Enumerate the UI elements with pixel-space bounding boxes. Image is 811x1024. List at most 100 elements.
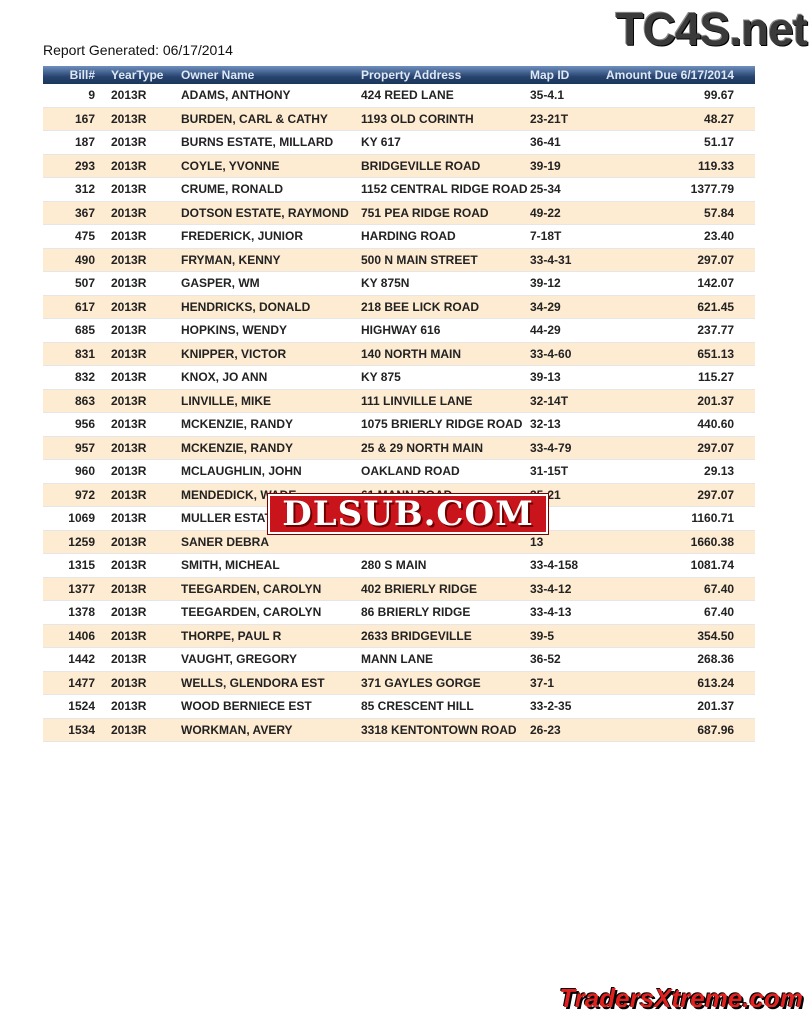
- bill-number-cell: 1378: [43, 600, 111, 625]
- spacer-cell: [734, 107, 755, 131]
- map-id-cell: 33-4-31: [530, 248, 606, 272]
- spacer-cell: [734, 506, 755, 531]
- bill-number-cell: 367: [43, 201, 111, 225]
- spacer-cell: [734, 389, 755, 413]
- map-id-cell: 33-4-13: [530, 600, 606, 625]
- amount-due-cell: 621.45: [606, 295, 735, 319]
- bill-number-cell: 1259: [43, 530, 111, 554]
- map-id-cell: 33-4-60: [530, 342, 606, 366]
- table-row: 956 2013R MCKENZIE, RANDY 1075 BRIERLY RIDG…: [43, 412, 755, 437]
- map-id-cell: 39-13: [530, 365, 606, 390]
- owner-name-cell: WOOD BERNIECE EST: [181, 694, 361, 719]
- table-row: 367 2013R DOTSON ESTATE, RAYMOND 751 PEA RI…: [43, 201, 755, 225]
- spacer-cell: [734, 694, 755, 719]
- property-address-cell: 1193 OLD CORINTH: [361, 107, 530, 131]
- year-type-cell: 2013R: [111, 248, 181, 272]
- amount-due-cell: 201.37: [606, 694, 735, 719]
- spacer-cell: [734, 130, 755, 155]
- owner-name-cell: FRYMAN, KENNY: [181, 248, 361, 272]
- property-address-cell: HIGHWAY 616: [361, 318, 530, 343]
- tradersxtreme-watermark: TradersXtreme.com: [559, 983, 803, 1013]
- map-id-cell: 39-19: [530, 154, 606, 178]
- spacer-cell: [734, 671, 755, 695]
- year-type-cell: 2013R: [111, 694, 181, 719]
- map-id-cell: 44-29: [530, 318, 606, 343]
- column-header-spacer: [734, 66, 755, 84]
- spacer-cell: [734, 436, 755, 460]
- map-id-cell: 33-4-158: [530, 553, 606, 578]
- spacer-cell: [734, 248, 755, 272]
- year-type-cell: 2013R: [111, 295, 181, 319]
- column-header-property-address: Property Address: [361, 66, 530, 84]
- bill-number-cell: 956: [43, 412, 111, 437]
- bill-number-cell: 293: [43, 154, 111, 178]
- spacer-cell: [734, 577, 755, 601]
- year-type-cell: 2013R: [111, 718, 181, 742]
- table-row: 9 2013R ADAMS, ANTHONY 424 REED LANE 35-4.1 9…: [43, 84, 755, 108]
- table-row: 960 2013R MCLAUGHLIN, JOHN OAKLAND ROAD 31-1…: [43, 459, 755, 484]
- bill-number-cell: 863: [43, 389, 111, 413]
- owner-name-cell: SMITH, MICHEAL: [181, 553, 361, 578]
- amount-due-cell: 297.07: [606, 483, 735, 507]
- dlsub-watermark: DLSUB.COM: [268, 494, 548, 534]
- bill-number-cell: 490: [43, 248, 111, 272]
- bill-number-cell: 1377: [43, 577, 111, 601]
- map-id-cell: 7-18T: [530, 224, 606, 249]
- bill-number-cell: 1477: [43, 671, 111, 695]
- amount-due-cell: 115.27: [606, 365, 735, 390]
- amount-due-cell: 51.17: [606, 130, 735, 155]
- property-address-cell: 218 BEE LICK ROAD: [361, 295, 530, 319]
- table-row: 1534 2013R WORKMAN, AVERY 3318 KENTONTOWN R…: [43, 718, 755, 742]
- map-id-cell: 32-13: [530, 412, 606, 437]
- spacer-cell: [734, 530, 755, 554]
- year-type-cell: 2013R: [111, 107, 181, 131]
- spacer-cell: [734, 624, 755, 648]
- year-type-cell: 2013R: [111, 130, 181, 155]
- owner-name-cell: FREDERICK, JUNIOR: [181, 224, 361, 249]
- amount-due-cell: 1160.71: [606, 506, 735, 531]
- year-type-cell: 2013R: [111, 671, 181, 695]
- year-type-cell: 2013R: [111, 271, 181, 296]
- delinquent-tax-table: Bill# YearType Owner Name Property Address M…: [43, 66, 755, 742]
- table-row: 831 2013R KNIPPER, VICTOR 140 NORTH MAIN 33-…: [43, 342, 755, 366]
- map-id-cell: 26-23: [530, 718, 606, 742]
- amount-due-cell: 48.27: [606, 107, 735, 131]
- map-id-cell: 31-15T: [530, 459, 606, 484]
- amount-due-cell: 67.40: [606, 600, 735, 625]
- spacer-cell: [734, 224, 755, 249]
- map-id-cell: 36-52: [530, 647, 606, 672]
- property-address-cell: 25 & 29 NORTH MAIN: [361, 436, 530, 460]
- spacer-cell: [734, 154, 755, 178]
- spacer-cell: [734, 271, 755, 296]
- spacer-cell: [734, 295, 755, 319]
- bill-number-cell: 475: [43, 224, 111, 249]
- table-row: 617 2013R HENDRICKS, DONALD 218 BEE LICK RO…: [43, 295, 755, 319]
- table-row: 832 2013R KNOX, JO ANN KY 875 39-13 115.27: [43, 365, 755, 390]
- table-row: 293 2013R COYLE, YVONNE BRIDGEVILLE ROAD 39-…: [43, 154, 755, 178]
- property-address-cell: 500 N MAIN STREET: [361, 248, 530, 272]
- map-id-cell: 25-34: [530, 177, 606, 202]
- map-id-cell: 37-1: [530, 671, 606, 695]
- property-address-cell: 2633 BRIDGEVILLE: [361, 624, 530, 648]
- map-id-cell: 34-29: [530, 295, 606, 319]
- year-type-cell: 2013R: [111, 177, 181, 202]
- table-row: 490 2013R FRYMAN, KENNY 500 N MAIN STREET 33…: [43, 248, 755, 272]
- bill-number-cell: 167: [43, 107, 111, 131]
- map-id-cell: 32-14T: [530, 389, 606, 413]
- spacer-cell: [734, 318, 755, 343]
- spacer-cell: [734, 342, 755, 366]
- owner-name-cell: HOPKINS, WENDY: [181, 318, 361, 343]
- spacer-cell: [734, 483, 755, 507]
- table-row: 312 2013R CRUME, RONALD 1152 CENTRAL RIDGE …: [43, 177, 755, 202]
- amount-due-cell: 23.40: [606, 224, 735, 249]
- year-type-cell: 2013R: [111, 624, 181, 648]
- table-row: 475 2013R FREDERICK, JUNIOR HARDING ROAD 7-1…: [43, 224, 755, 249]
- property-address-cell: HARDING ROAD: [361, 224, 530, 249]
- spacer-cell: [734, 553, 755, 578]
- year-type-cell: 2013R: [111, 84, 181, 108]
- map-id-cell: 33-4-79: [530, 436, 606, 460]
- year-type-cell: 2013R: [111, 389, 181, 413]
- property-address-cell: [361, 530, 530, 554]
- bill-number-cell: 617: [43, 295, 111, 319]
- column-header-bill-number: Bill#: [43, 66, 111, 84]
